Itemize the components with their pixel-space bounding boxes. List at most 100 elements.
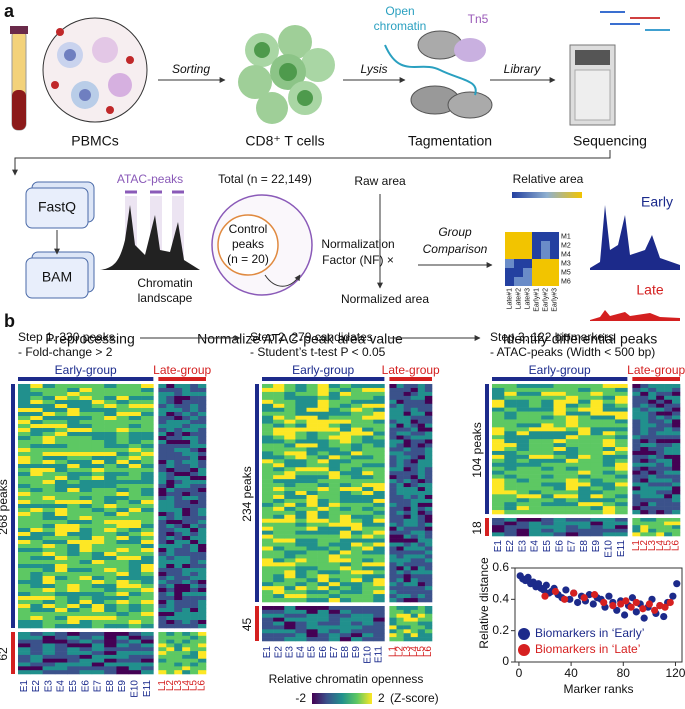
heat-cell [565,521,579,526]
heat-cell [42,576,56,581]
heat-cell [403,534,411,539]
heat-cell [656,399,665,404]
heat-cell [104,444,117,449]
heat-cell [273,534,285,539]
heat-cell [54,596,68,601]
heat-cell [403,550,411,555]
heat-cell [67,654,80,660]
heat-cell [30,600,43,605]
heat-cell [198,654,207,660]
heat-cell [351,487,363,492]
col-label: Late#1 [506,288,513,310]
annotation: Late [636,282,663,298]
heat-cell [190,516,199,521]
heat-cell [417,455,426,460]
heat-cell [396,403,404,409]
heat-cell [373,578,385,583]
heat-cell [116,540,130,545]
heat-cell [262,554,274,559]
heat-cell [190,635,199,640]
point [620,611,629,619]
heat-cell [262,546,274,551]
heat-cell [42,548,56,553]
heat-cell [553,439,567,444]
heat-cell [174,416,183,421]
heat-cell [672,518,681,522]
heat-cell [54,588,68,593]
heat-cell [141,620,154,625]
heat-cell [362,423,374,428]
group-label: Late-group [153,363,211,377]
heat-cell [166,604,175,609]
early-peaks [590,205,680,270]
heat-cell [565,411,579,416]
heat-cell [116,544,130,549]
heat-cell [54,432,68,437]
heat-cell [317,633,330,638]
heat-cell [79,662,93,667]
nucleosomes [384,30,493,119]
heat-cell [42,520,56,525]
heat-cell [116,488,130,493]
heat-cell [54,643,68,648]
heat-cell [91,452,105,457]
heat-cell [91,620,105,625]
heat-cell [396,443,404,448]
heat-cell [565,384,579,389]
heat-cell [42,662,56,667]
heat-cell [18,452,31,457]
heat-cell [424,491,433,496]
heat-cell [116,460,130,465]
heat-cell [403,471,411,476]
heat-cell [306,411,318,417]
heat-cell [373,558,385,563]
heat-cell [54,670,68,675]
annotation: Control [229,222,268,236]
heat-cell [516,415,530,420]
heat-cell [262,590,274,595]
heat-cell [516,395,530,401]
heat-cell [182,670,191,675]
heat-cell [182,572,191,577]
heat-cell [306,475,318,480]
heat-cell [417,625,426,630]
point [640,614,648,622]
heat-cell [190,576,199,581]
heat-cell [174,448,183,453]
heat-cell [190,424,199,429]
heat-cell [516,431,530,436]
heat-cell [273,491,285,496]
heat-cell [295,613,307,618]
heat-cell [528,443,542,448]
row-group-label: 45 [240,618,254,632]
heat-cell [389,570,397,575]
heat-cell [403,554,411,559]
heat-cell [664,462,673,468]
heat-cell [351,463,363,468]
heat-cell [116,456,130,461]
heat-cell [67,400,80,405]
heat-cell [262,526,274,531]
heat-cell [373,494,385,500]
heat-cell [640,458,649,464]
heat-cell [273,447,285,452]
heat-cell [30,647,43,652]
heat-cell [328,518,341,524]
heat-cell [664,494,673,499]
heat-cell [403,578,411,583]
heat-cell [182,556,191,561]
heat-cell [273,463,285,468]
heat-cell [424,471,433,476]
heat-cell [284,431,296,436]
heat-cell [553,458,567,464]
heat-cell [632,474,641,479]
heat-cell [640,470,649,475]
heat-cell [42,436,56,441]
heat-cell [42,512,56,517]
heat-cell [104,568,117,573]
heat-cell [417,411,426,417]
heat-cell [190,440,199,445]
heat-cell [424,502,433,508]
heat-cell [182,480,191,485]
heat-cell [565,450,579,456]
